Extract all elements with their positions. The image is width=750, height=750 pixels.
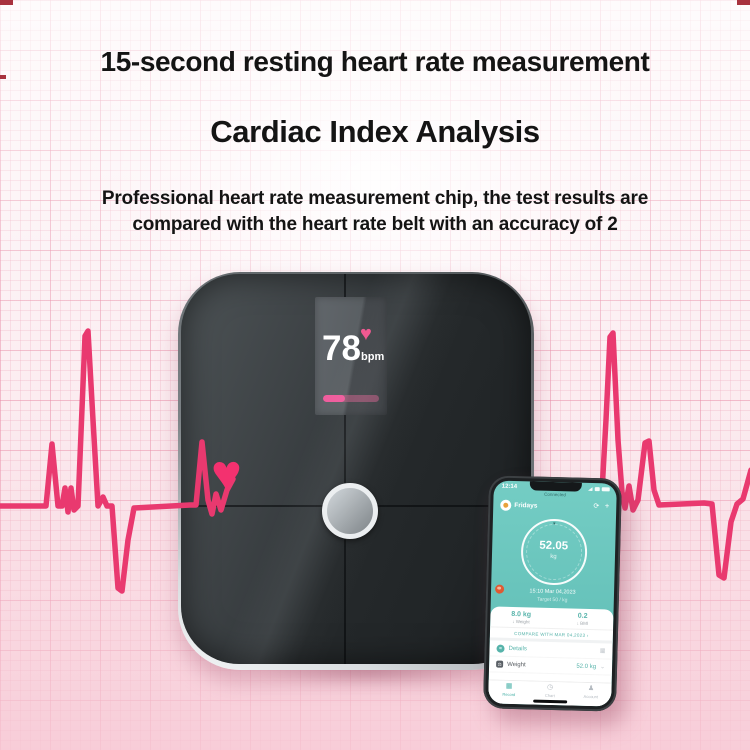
user-name: Fridays (514, 501, 538, 510)
account-icon: ♟ (587, 684, 595, 693)
stats-row: 8.0 kg ↓ Weight 0.2 ↓ BMI (490, 606, 613, 626)
weight-value: 52.05 (539, 539, 569, 553)
weight-gauge: ▾ 52.05 kg (519, 518, 588, 586)
scale-quadrant-divider-horizontal (181, 505, 531, 507)
battery-icon (601, 487, 610, 492)
smartphone: 12:14 Connected Fridays ⟳ + ▾ 52.05 kg 1… (482, 475, 623, 712)
connection-status: Connected (544, 491, 567, 498)
description-line-1: Professional heart rate measurement chip… (101, 188, 649, 209)
tab-record[interactable]: ▦ Record (488, 680, 530, 704)
tab-label: Account (583, 693, 599, 700)
wifi-icon (594, 487, 600, 492)
heart-icon: ♥ (360, 323, 372, 345)
page-description: Professional heart rate measurement chip… (0, 186, 750, 237)
calendar-icon[interactable]: ▦ (599, 648, 606, 655)
heart-rate-unit: bpm (361, 351, 385, 363)
chevron-down-icon[interactable]: ⌄ (599, 664, 606, 671)
measure-progress-fill (323, 395, 346, 402)
status-time: 12:14 (501, 483, 518, 491)
measure-progress-bar (323, 395, 379, 402)
details-icon: ≡ (496, 644, 505, 653)
avatar[interactable] (500, 499, 512, 511)
scale-glass-surface: 78 ♥ bpm (181, 274, 531, 664)
gauge-pointer-icon: ▾ (552, 520, 556, 528)
chart-icon: ◷ (546, 683, 554, 692)
scale-icon: ⚖ (496, 660, 504, 668)
stat-bmi-change: 0.2 ↓ BMI (552, 612, 614, 627)
page-title: 15-second resting heart rate measurement (100, 46, 650, 77)
signal-icon (588, 487, 593, 491)
stat-label: ↓ BMI (576, 620, 589, 626)
add-icon[interactable]: + (604, 501, 610, 511)
stat-label: ↓ Weight (512, 618, 530, 625)
weight-row-label: Weight (507, 661, 526, 668)
record-icon: ▦ (505, 682, 513, 690)
stats-card: 8.0 kg ↓ Weight 0.2 ↓ BMI COMPARE WITH M… (488, 606, 614, 707)
sync-icon[interactable]: ⟳ (593, 503, 600, 511)
tab-label: Record (502, 691, 516, 698)
ecg-trace-right (596, 330, 750, 581)
tab-account[interactable]: ♟ Account (570, 683, 612, 707)
status-icons (588, 487, 610, 492)
description-line-2: compared with the heart rate belt with a… (132, 213, 618, 235)
page-subtitle: Cardiac Index Analysis (210, 114, 540, 149)
corner-accent-mark (737, 0, 750, 5)
session-target: Target 50 / kg (537, 596, 568, 604)
scale-center-electrode (322, 483, 378, 539)
heart-rate-value: 78 (322, 329, 361, 368)
app-screen: 12:14 Connected Fridays ⟳ + ▾ 52.05 kg 1… (488, 480, 617, 707)
scale-lcd-display: 78 ♥ bpm (315, 297, 387, 415)
details-label: Details (508, 645, 527, 652)
weight-row-value: 52.0 kg (576, 663, 597, 670)
stat-weight-change: 8.0 kg ↓ Weight (490, 610, 552, 625)
scale-quadrant-divider-vertical (344, 274, 346, 664)
tab-label: Chart (544, 692, 555, 699)
edge-accent-mark (0, 75, 6, 79)
corner-accent-mark (0, 0, 13, 5)
phone-notch (529, 481, 582, 492)
weight-row[interactable]: ⚖ Weight 52.0 kg ⌄ (488, 656, 613, 676)
weight-unit: kg (550, 553, 557, 561)
smart-scale: 78 ♥ bpm (178, 272, 534, 670)
